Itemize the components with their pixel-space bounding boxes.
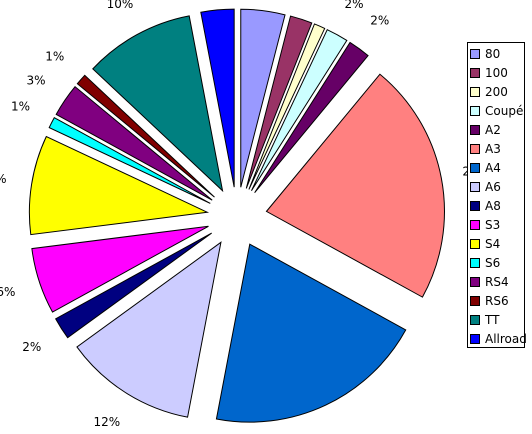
legend-label: A3	[485, 142, 501, 156]
legend-label: A6	[485, 180, 501, 194]
legend-item-s4: S4	[470, 234, 524, 253]
legend-swatch	[470, 277, 480, 287]
data-label-a2: 2%	[370, 13, 389, 27]
legend-item-s6: S6	[470, 253, 524, 272]
legend-swatch	[470, 106, 480, 116]
legend-item-a6: A6	[470, 177, 524, 196]
legend: 80 100 200 Coupé A2 A3 A4 A6 A8 S3 S4 S6 RS4 RS6 TT All…	[467, 42, 525, 348]
legend-label: 100	[485, 66, 508, 80]
legend-swatch	[470, 163, 480, 173]
legend-item-a8: A8	[470, 196, 524, 215]
legend-label: 200	[485, 85, 508, 99]
legend-label: A8	[485, 199, 501, 213]
legend-swatch	[470, 315, 480, 325]
legend-label: Coupé	[485, 104, 523, 118]
legend-swatch	[470, 49, 480, 59]
legend-item-a3: A3	[470, 139, 524, 158]
legend-item-tt: TT	[470, 310, 524, 329]
legend-item-200: 200	[470, 82, 524, 101]
legend-label: S3	[485, 218, 500, 232]
legend-swatch	[470, 296, 480, 306]
legend-item-s3: S3	[470, 215, 524, 234]
data-label-tt: 10%	[107, 0, 134, 11]
legend-item-100: 100	[470, 63, 524, 82]
legend-swatch	[470, 182, 480, 192]
legend-swatch	[470, 258, 480, 268]
legend-item-80: 80	[470, 44, 524, 63]
data-label-s3: 6%	[0, 285, 15, 299]
legend-label: 80	[485, 47, 500, 61]
data-label-coup: 2%	[345, 0, 364, 11]
legend-item-rs6: RS6	[470, 291, 524, 310]
legend-label: Allroad	[485, 332, 527, 346]
legend-swatch	[470, 239, 480, 249]
legend-swatch	[470, 87, 480, 97]
legend-item-allroad: Allroad	[470, 329, 524, 348]
data-label-s4: 9%	[0, 172, 7, 186]
legend-item-a4: A4	[470, 158, 524, 177]
legend-label: TT	[485, 313, 499, 327]
legend-swatch	[470, 334, 480, 344]
legend-label: A4	[485, 161, 501, 175]
data-label-rs4: 3%	[26, 73, 45, 87]
data-label-rs6: 1%	[45, 49, 64, 63]
legend-label: S6	[485, 256, 500, 270]
legend-swatch	[470, 201, 480, 211]
legend-swatch	[470, 125, 480, 135]
data-label-200: 1%	[324, 0, 343, 1]
legend-label: RS4	[485, 275, 509, 289]
legend-item-a2: A2	[470, 120, 524, 139]
legend-label: A2	[485, 123, 501, 137]
legend-swatch	[470, 220, 480, 230]
data-label-s6: 1%	[11, 100, 30, 114]
legend-swatch	[470, 68, 480, 78]
legend-swatch	[470, 144, 480, 154]
data-label-a6: 12%	[93, 415, 120, 429]
legend-label: S4	[485, 237, 500, 251]
legend-item-rs4: RS4	[470, 272, 524, 291]
data-label-a8: 2%	[22, 340, 41, 354]
legend-label: RS6	[485, 294, 509, 308]
legend-item-coup: Coupé	[470, 101, 524, 120]
